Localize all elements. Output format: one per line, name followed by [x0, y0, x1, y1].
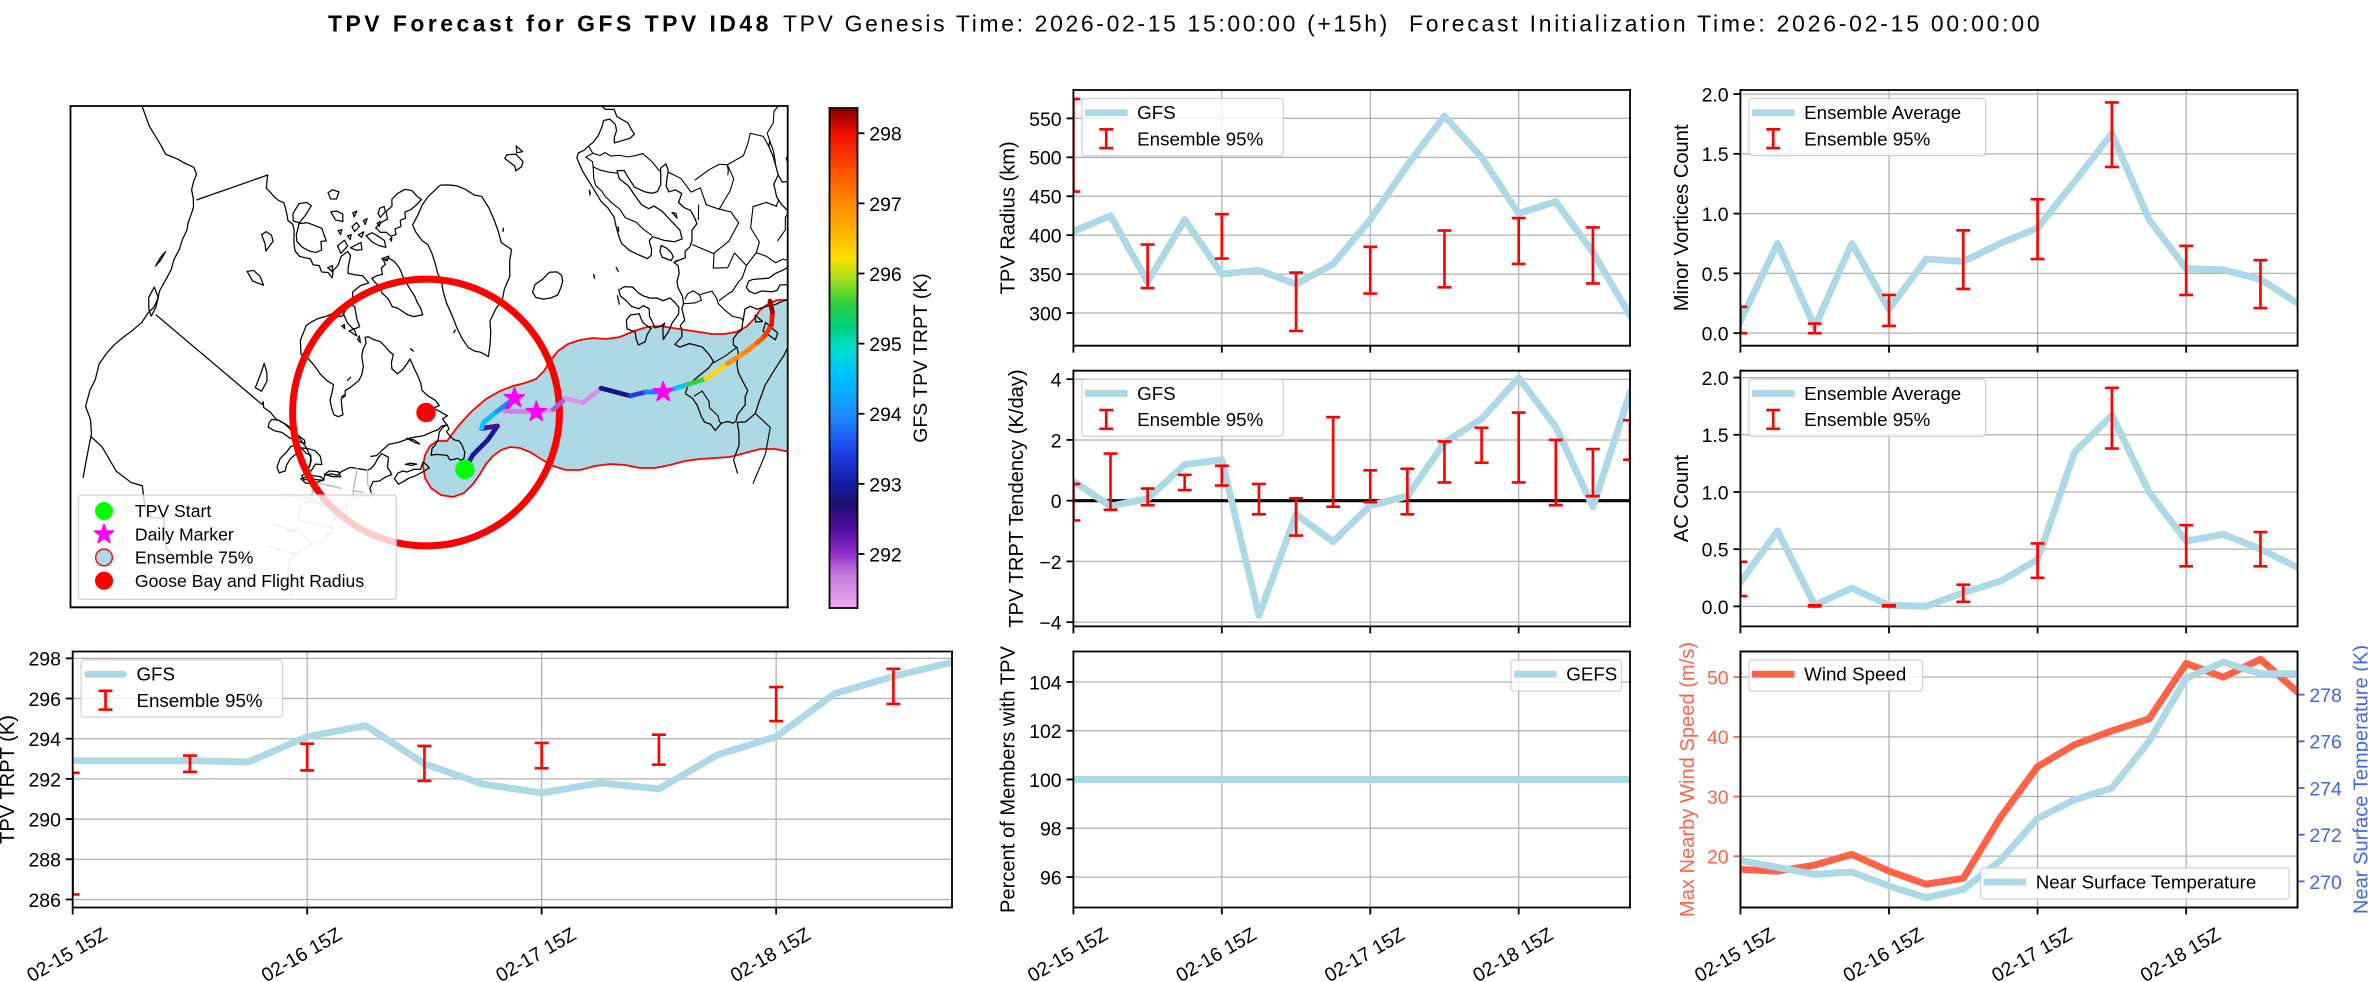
svg-text:TPV Radius (km): TPV Radius (km)	[998, 141, 1020, 294]
svg-text:2.0: 2.0	[1702, 368, 1729, 390]
svg-text:GEFS: GEFS	[1566, 664, 1617, 685]
svg-text:TPV TRPT Tendency (K/day): TPV TRPT Tendency (K/day)	[1006, 369, 1028, 627]
svg-text:GFS TPV TRPT (K): GFS TPV TRPT (K)	[910, 273, 932, 443]
svg-text:1.5: 1.5	[1702, 144, 1729, 166]
svg-text:292: 292	[28, 769, 60, 791]
svg-text:−4: −4	[1039, 613, 1061, 635]
svg-text:295: 295	[869, 334, 901, 356]
svg-text:Wind Speed: Wind Speed	[1804, 664, 1906, 685]
svg-text:TPV Genesis Time: 2026-02-15 1: TPV Genesis Time: 2026-02-15 15:00:00 (+…	[783, 11, 1390, 37]
svg-text:Ensemble 95%: Ensemble 95%	[136, 690, 262, 711]
svg-text:2.0: 2.0	[1702, 84, 1729, 106]
svg-text:350: 350	[1029, 264, 1062, 286]
svg-text:96: 96	[1040, 867, 1062, 889]
svg-text:GFS: GFS	[1137, 102, 1176, 123]
svg-text:293: 293	[869, 474, 901, 496]
svg-text:Ensemble 75%: Ensemble 75%	[135, 548, 254, 568]
svg-text:Ensemble Average: Ensemble Average	[1804, 383, 1961, 404]
svg-text:Ensemble 95%: Ensemble 95%	[1804, 409, 1930, 430]
svg-text:296: 296	[28, 689, 60, 711]
svg-text:274: 274	[2309, 778, 2342, 800]
svg-text:278: 278	[2309, 685, 2341, 707]
svg-text:Daily Marker: Daily Marker	[135, 524, 234, 544]
svg-text:286: 286	[28, 890, 60, 912]
svg-text:0: 0	[1051, 491, 1062, 513]
svg-text:98: 98	[1040, 819, 1062, 841]
svg-text:272: 272	[2309, 825, 2341, 847]
svg-text:290: 290	[28, 809, 61, 831]
svg-text:Minor Vortices Count: Minor Vortices Count	[1671, 124, 1693, 311]
svg-text:100: 100	[1029, 770, 1062, 792]
svg-text:300: 300	[1029, 303, 1062, 325]
svg-text:0.5: 0.5	[1702, 540, 1729, 562]
svg-text:TPV Forecast for GFS TPV ID48: TPV Forecast for GFS TPV ID48	[328, 11, 772, 37]
svg-text:550: 550	[1029, 109, 1062, 131]
svg-text:AC Count: AC Count	[1671, 455, 1693, 543]
svg-text:Ensemble 95%: Ensemble 95%	[1137, 128, 1263, 149]
svg-text:400: 400	[1029, 226, 1062, 248]
svg-text:288: 288	[28, 850, 60, 872]
svg-text:TPV TRPT (K): TPV TRPT (K)	[0, 715, 19, 844]
svg-text:102: 102	[1029, 721, 1061, 743]
svg-text:Ensemble 95%: Ensemble 95%	[1804, 128, 1930, 149]
svg-text:298: 298	[869, 124, 901, 146]
svg-text:Ensemble Average: Ensemble Average	[1804, 102, 1961, 123]
svg-text:Near Surface Temperature (K): Near Surface Temperature (K)	[2350, 645, 2368, 914]
svg-text:Forecast Initialization Time:: Forecast Initialization Time: 2026-02-15…	[1409, 11, 2042, 37]
svg-text:GFS: GFS	[1137, 383, 1176, 404]
svg-text:104: 104	[1029, 672, 1062, 694]
svg-text:4: 4	[1051, 370, 1062, 392]
svg-text:TPV Start: TPV Start	[135, 501, 211, 521]
svg-text:20: 20	[1707, 847, 1729, 869]
svg-text:1.5: 1.5	[1702, 425, 1729, 447]
svg-text:294: 294	[869, 404, 902, 426]
svg-text:50: 50	[1707, 668, 1729, 690]
svg-text:−2: −2	[1039, 552, 1061, 574]
svg-text:298: 298	[28, 649, 60, 671]
svg-text:296: 296	[869, 264, 901, 286]
svg-text:500: 500	[1029, 148, 1062, 170]
svg-text:1.0: 1.0	[1702, 204, 1729, 226]
svg-text:450: 450	[1029, 187, 1062, 209]
svg-text:270: 270	[2309, 872, 2342, 894]
svg-text:294: 294	[28, 729, 61, 751]
svg-text:Ensemble 95%: Ensemble 95%	[1137, 409, 1263, 430]
svg-text:2: 2	[1051, 430, 1062, 452]
svg-text:0.5: 0.5	[1702, 264, 1729, 286]
svg-text:Percent of Members with TPV: Percent of Members with TPV	[998, 645, 1020, 913]
svg-text:0.0: 0.0	[1702, 324, 1729, 346]
svg-text:1.0: 1.0	[1702, 482, 1729, 504]
svg-text:Max Nearby Wind Speed (m/s): Max Nearby Wind Speed (m/s)	[1677, 642, 1699, 917]
svg-text:Near Surface Temperature: Near Surface Temperature	[2036, 872, 2257, 893]
svg-text:297: 297	[869, 194, 901, 216]
svg-text:30: 30	[1707, 787, 1729, 809]
svg-text:40: 40	[1707, 727, 1729, 749]
svg-text:276: 276	[2309, 732, 2341, 754]
svg-text:292: 292	[869, 544, 901, 566]
svg-text:Goose Bay and Flight Radius: Goose Bay and Flight Radius	[135, 571, 364, 591]
svg-text:GFS: GFS	[136, 664, 175, 685]
svg-text:0.0: 0.0	[1702, 597, 1729, 619]
